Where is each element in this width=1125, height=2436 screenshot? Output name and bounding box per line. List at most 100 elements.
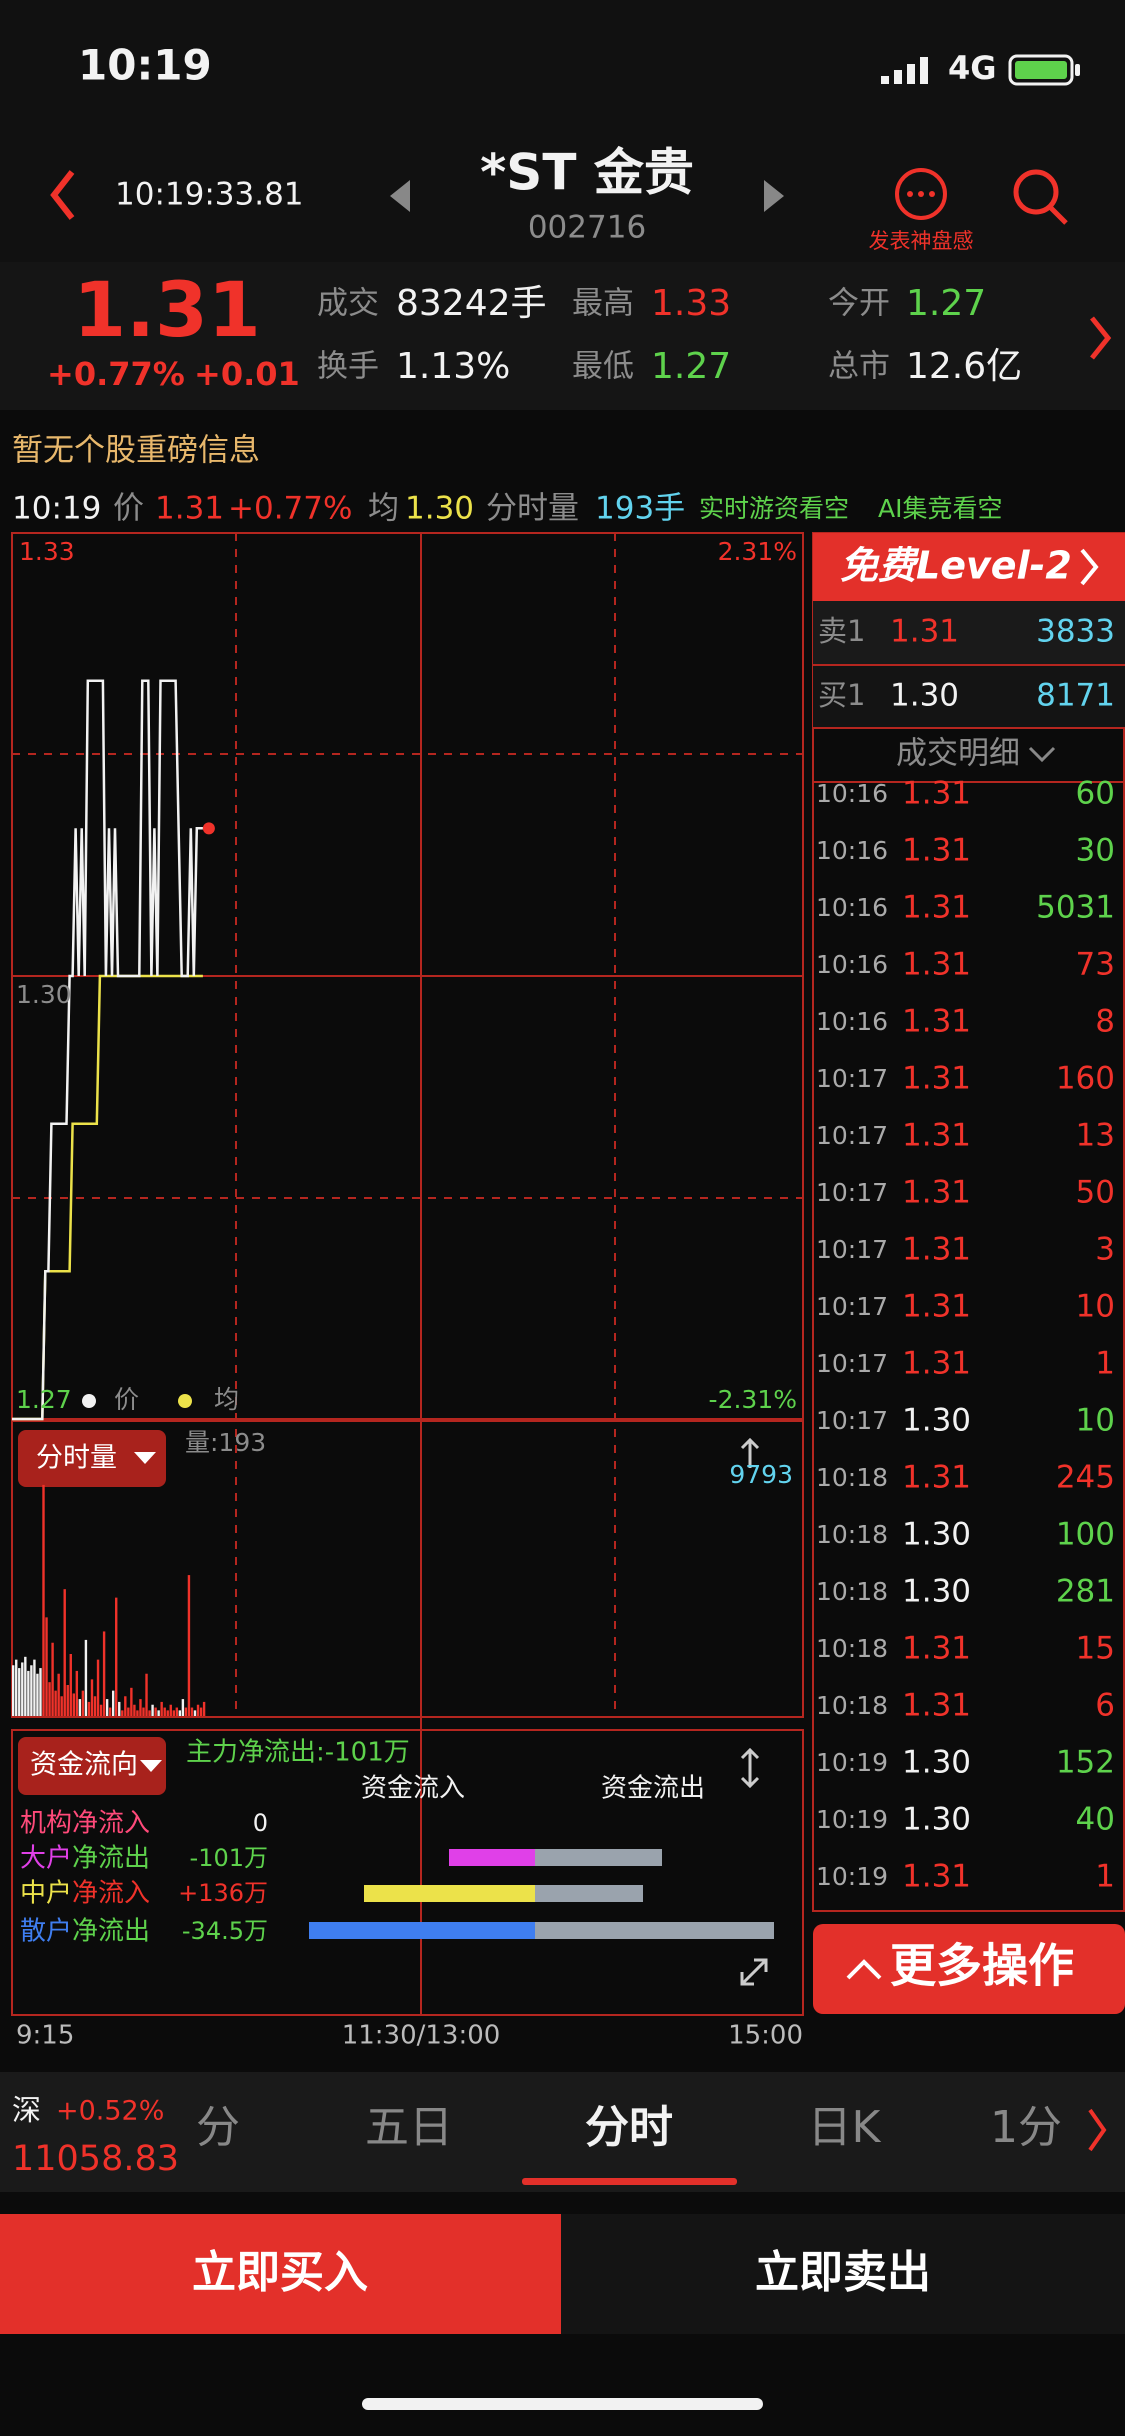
stat-value: 12.6亿 [906,346,1022,387]
more-arrow [846,1959,882,1980]
search-icon[interactable] [1013,169,1068,225]
stat-label: 总市 [828,349,890,385]
volume-bar [105,1699,109,1716]
volume-bar [160,1701,163,1716]
trade-time: 10:16 [816,836,888,865]
volume-bar [39,1668,42,1716]
volume-bar [21,1662,24,1716]
trade-volume: 160 [1056,1061,1115,1097]
stock-name: *ST 金贵 [480,144,694,202]
book-price: 1.31 [890,614,959,650]
volume-label: 量:193 [185,1428,266,1457]
volume-bar [75,1670,79,1716]
last-price-dot [202,822,215,835]
ask-row-bg [813,601,1125,664]
home-indicator [362,2398,763,2410]
trade-time: 10:19 [816,1805,888,1834]
trade-time: 10:16 [816,1007,888,1036]
stat-label: 最高 [572,286,634,322]
trade-volume: 281 [1056,1574,1115,1610]
volume-bar [63,1589,66,1716]
change-pct: +0.77% [47,355,185,393]
comment-icon[interactable] [895,168,947,220]
book-volume: 3833 [1036,614,1115,650]
bid-row-bg [813,665,1125,728]
info-item: +0.77% [228,491,352,527]
fund-button[interactable] [18,1737,166,1795]
trade-time: 10:18 [816,1463,888,1492]
trade-price: 1.30 [902,1403,971,1439]
volume-bar [30,1665,33,1716]
trade-price: 1.31 [902,1346,971,1382]
detail-arrow [1028,746,1056,763]
volume-bar [124,1696,127,1716]
stat-value: 1.27 [651,346,731,387]
legend-label: 均 [214,1385,239,1414]
stat-value: 1.27 [906,283,986,324]
price-high: 1.33 [19,537,75,566]
volume-bar [99,1704,103,1716]
trade-volume: 10 [1076,1289,1115,1325]
trade-price: 1.30 [902,1802,971,1838]
tab[interactable]: 1分 [990,2102,1062,2153]
stat-value: 1.33 [651,283,731,324]
tab[interactable]: 日K [808,2102,882,2153]
tab[interactable]: 分时 [585,2102,673,2153]
volume-bar [181,1699,185,1716]
volume-button[interactable] [18,1430,166,1487]
clock: 10:19:33.81 [115,177,304,213]
trade-price: 1.31 [902,890,971,926]
trade-volume: 6 [1095,1688,1115,1724]
fund-who: 散户 [20,1917,72,1947]
buy-button[interactable] [0,2214,561,2334]
trade-volume: 3 [1095,1232,1115,1268]
tab[interactable]: 五日 [365,2102,453,2153]
trade-time: 10:18 [816,1634,888,1663]
fund-who: 大户 [20,1844,72,1874]
volume-bar [69,1653,72,1716]
expand-icon[interactable] [740,1958,768,1986]
tab[interactable]: 分 [196,2102,240,2153]
book-side: 卖1 [818,614,865,648]
volume-bar [136,1710,139,1716]
trade-time: 10:18 [816,1520,888,1549]
volume-bar [18,1668,21,1716]
trade-price: 1.31 [902,1460,971,1496]
sort-icon[interactable] [740,1437,760,1789]
prev-stock[interactable] [390,180,410,212]
volume-bar [108,1707,112,1716]
level2-banner[interactable] [813,533,1125,601]
next-stock[interactable] [764,180,784,212]
more-button[interactable] [813,1924,1125,2014]
info-item: 分时量 [486,491,579,527]
pct-low: -2.31% [709,1385,797,1414]
fund-who: 中户 [20,1879,72,1909]
trade-time: 10:17 [816,1121,888,1150]
info-item: 1.30 [405,491,474,527]
stock-code: 002716 [528,210,646,246]
tab-more[interactable] [1088,2108,1107,2152]
quote-bg [0,262,1125,410]
volume-frame [11,1420,804,1718]
trade-price: 1.31 [902,1118,971,1154]
trade-time: 10:17 [816,1406,888,1435]
quote-more[interactable] [1090,316,1112,360]
notice: 暂无个股重磅信息 [12,433,260,469]
volume-bar [81,1690,85,1716]
volume-bar [84,1639,88,1716]
volume-bar [60,1696,63,1716]
header-bg [0,0,1125,262]
sell-label: 立即卖出 [755,2247,931,2298]
book-side: 买1 [818,678,865,712]
legend-dot [178,1394,192,1408]
volume-max: 9793 [729,1460,793,1489]
sell-button[interactable] [561,2214,1125,2334]
trade-volume: 30 [1076,833,1115,869]
fund-value: -34.5万 [182,1917,268,1945]
price: 1.31 [73,265,261,354]
back-button[interactable] [50,170,75,220]
volume-bar [157,1710,160,1716]
status-time: 10:19 [78,41,212,90]
